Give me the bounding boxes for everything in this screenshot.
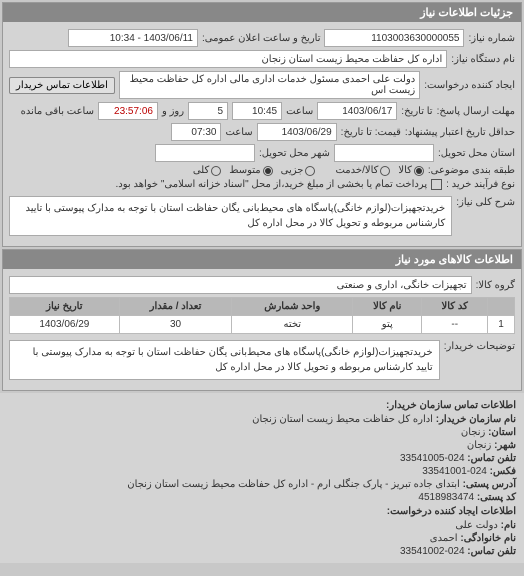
col-qty: تعداد / مقدار	[119, 298, 232, 316]
radio-dot-icon	[263, 166, 273, 176]
phone-label: تلفن تماس:	[467, 453, 516, 464]
creator-phone-label: تلفن تماس:	[467, 546, 516, 557]
org-name-label: نام سازمان خریدار:	[436, 414, 516, 425]
group-label: گروه کالا:	[476, 280, 515, 291]
time-label-2: ساعت	[225, 127, 252, 138]
cell-date: 1403/06/29	[10, 316, 120, 334]
col-date: تاریخ نیاز	[10, 298, 120, 316]
scale-radio-group: جزیی متوسط کلی	[193, 165, 316, 176]
need-body: شماره نیاز: 1103003630000055 تاریخ و ساع…	[3, 22, 521, 246]
creator-family: احمدی	[430, 533, 458, 544]
radio-small[interactable]: جزیی	[281, 165, 316, 176]
org-name: اداره کل حفاظت محیط زیست استان زنجان	[252, 414, 433, 425]
address-label: آدرس پستی:	[463, 479, 516, 490]
days-suffix: روز و	[162, 106, 184, 117]
delivery-city-field	[155, 144, 255, 162]
radio-medium[interactable]: متوسط	[229, 165, 272, 176]
radio-dot-icon	[380, 166, 390, 176]
radio-large[interactable]: کلی	[193, 165, 221, 176]
fax-label: فکس:	[490, 466, 516, 477]
contact-section: اطلاعات تماس سازمان خریدار: نام سازمان خ…	[0, 393, 524, 563]
radio-dot-icon	[211, 166, 221, 176]
deadline-send-label: مهلت ارسال پاسخ:	[437, 106, 515, 117]
phone: 024-33541005	[400, 453, 465, 464]
goods-panel: اطلاعات کالاهای مورد نیاز گروه کالا: تجه…	[2, 249, 522, 391]
radio-goods-label: کالا	[398, 165, 412, 176]
buyer-notes-label: توضیحات خریدار:	[444, 337, 515, 352]
radio-small-label: جزیی	[281, 165, 304, 176]
overall-desc-box: خریدتجهیزات(لوازم خانگی)پاسگاه های محیط‌…	[9, 196, 452, 236]
goods-body: گروه کالا: تجهیزات خانگی، اداری و صنعتی …	[3, 269, 521, 390]
table-header-row: کد کالا نام کالا واحد شمارش تعداد / مقدا…	[10, 298, 515, 316]
budget-label: طبقه بندی موضوعی:	[428, 165, 515, 176]
price-time-field: 07:30	[171, 123, 221, 141]
requester-field: دولت علی احمدی مسئول خدمات اداری مالی اد…	[119, 71, 420, 99]
requester-label: ایجاد کننده درخواست:	[424, 80, 515, 91]
delivery-place-label: استان محل تحویل:	[438, 148, 515, 159]
creator-name: دولت علی	[455, 520, 498, 531]
price-date-field: 1403/06/29	[257, 123, 337, 141]
need-panel: جزئیات اطلاعات نیاز شماره نیاز: 11030036…	[2, 2, 522, 247]
cell-idx: 1	[487, 316, 514, 334]
org-field: اداره کل حفاظت محیط زیست استان زنجان	[9, 50, 447, 68]
cell-unit: تخته	[232, 316, 353, 334]
deadline-to-label: تا تاریخ:	[401, 106, 432, 117]
col-code: کد کالا	[422, 298, 488, 316]
delivery-city-label: شهر محل تحویل:	[259, 148, 330, 159]
radio-dot-icon	[414, 166, 424, 176]
goods-table: کد کالا نام کالا واحد شمارش تعداد / مقدا…	[9, 297, 515, 334]
overall-desc-label: شرح کلی نیاز:	[456, 193, 515, 208]
announce-field: 1403/06/11 - 10:34	[68, 29, 198, 47]
col-name: نام کالا	[353, 298, 422, 316]
creator-title: اطلاعات ایجاد کننده درخواست:	[8, 506, 516, 517]
fax: 024-33541001	[422, 466, 487, 477]
province: زنجان	[461, 427, 485, 438]
remain-time-field: 23:57:06	[98, 102, 158, 120]
time-label-1: ساعت	[286, 106, 313, 117]
province-label: استان:	[488, 427, 516, 438]
radio-service-label: کالا/خدمت	[335, 165, 378, 176]
goods-header: اطلاعات کالاهای مورد نیاز	[3, 250, 521, 269]
postal: 4518983474	[418, 492, 474, 503]
announce-label: تاریخ و ساعت اعلان عمومی:	[202, 33, 321, 44]
col-idx	[487, 298, 514, 316]
remain-suffix: ساعت باقی مانده	[21, 106, 94, 117]
pay-checkbox[interactable]	[431, 179, 442, 190]
table-row[interactable]: 1 -- پتو تخته 30 1403/06/29	[10, 316, 515, 334]
delivery-province-field	[334, 144, 434, 162]
creator-family-label: نام خانوادگی:	[460, 533, 516, 544]
radio-service[interactable]: کالا/خدمت	[335, 165, 390, 176]
need-header: جزئیات اطلاعات نیاز	[3, 3, 521, 22]
creator-phone: 024-33541002	[400, 546, 465, 557]
number-field: 1103003630000055	[324, 29, 464, 47]
number-label: شماره نیاز:	[468, 33, 515, 44]
col-unit: واحد شمارش	[232, 298, 353, 316]
radio-goods[interactable]: کالا	[398, 165, 424, 176]
budget-radio-group: کالا کالا/خدمت	[335, 165, 423, 176]
buyer-notes-box: خریدتجهیزات(لوازم خانگی)پاسگاه های محیط‌…	[9, 340, 440, 380]
city: زنجان	[467, 440, 491, 451]
postal-label: کد پستی:	[477, 492, 516, 503]
city-label: شهر:	[494, 440, 516, 451]
radio-medium-label: متوسط	[229, 165, 260, 176]
price-to-label: قیمت: تا تاریخ:	[341, 127, 401, 138]
buyer-contact-button[interactable]: اطلاعات تماس خریدار	[9, 77, 115, 94]
days-field: 5	[188, 102, 228, 120]
contact-title: اطلاعات تماس سازمان خریدار:	[8, 400, 516, 411]
radio-dot-icon	[305, 166, 315, 176]
address: ابتدای جاده تبریز - پارک جنگلی ارم - ادا…	[127, 479, 459, 490]
buy-way-label: نوع فرآیند خرید :	[446, 179, 515, 190]
org-label: نام دستگاه نیاز:	[451, 54, 515, 65]
cell-qty: 30	[119, 316, 232, 334]
validity-label: حداقل تاریخ اعتبار پیشنهاد:	[405, 127, 515, 138]
group-field: تجهیزات خانگی، اداری و صنعتی	[9, 276, 472, 294]
deadline-time-field: 10:45	[232, 102, 282, 120]
cell-code: --	[422, 316, 488, 334]
deadline-date-field: 1403/06/17	[317, 102, 397, 120]
creator-name-label: نام:	[501, 520, 516, 531]
pay-note: پرداخت تمام یا بخشی از مبلغ خرید،از محل …	[116, 179, 428, 190]
radio-large-label: کلی	[193, 165, 209, 176]
cell-name: پتو	[353, 316, 422, 334]
